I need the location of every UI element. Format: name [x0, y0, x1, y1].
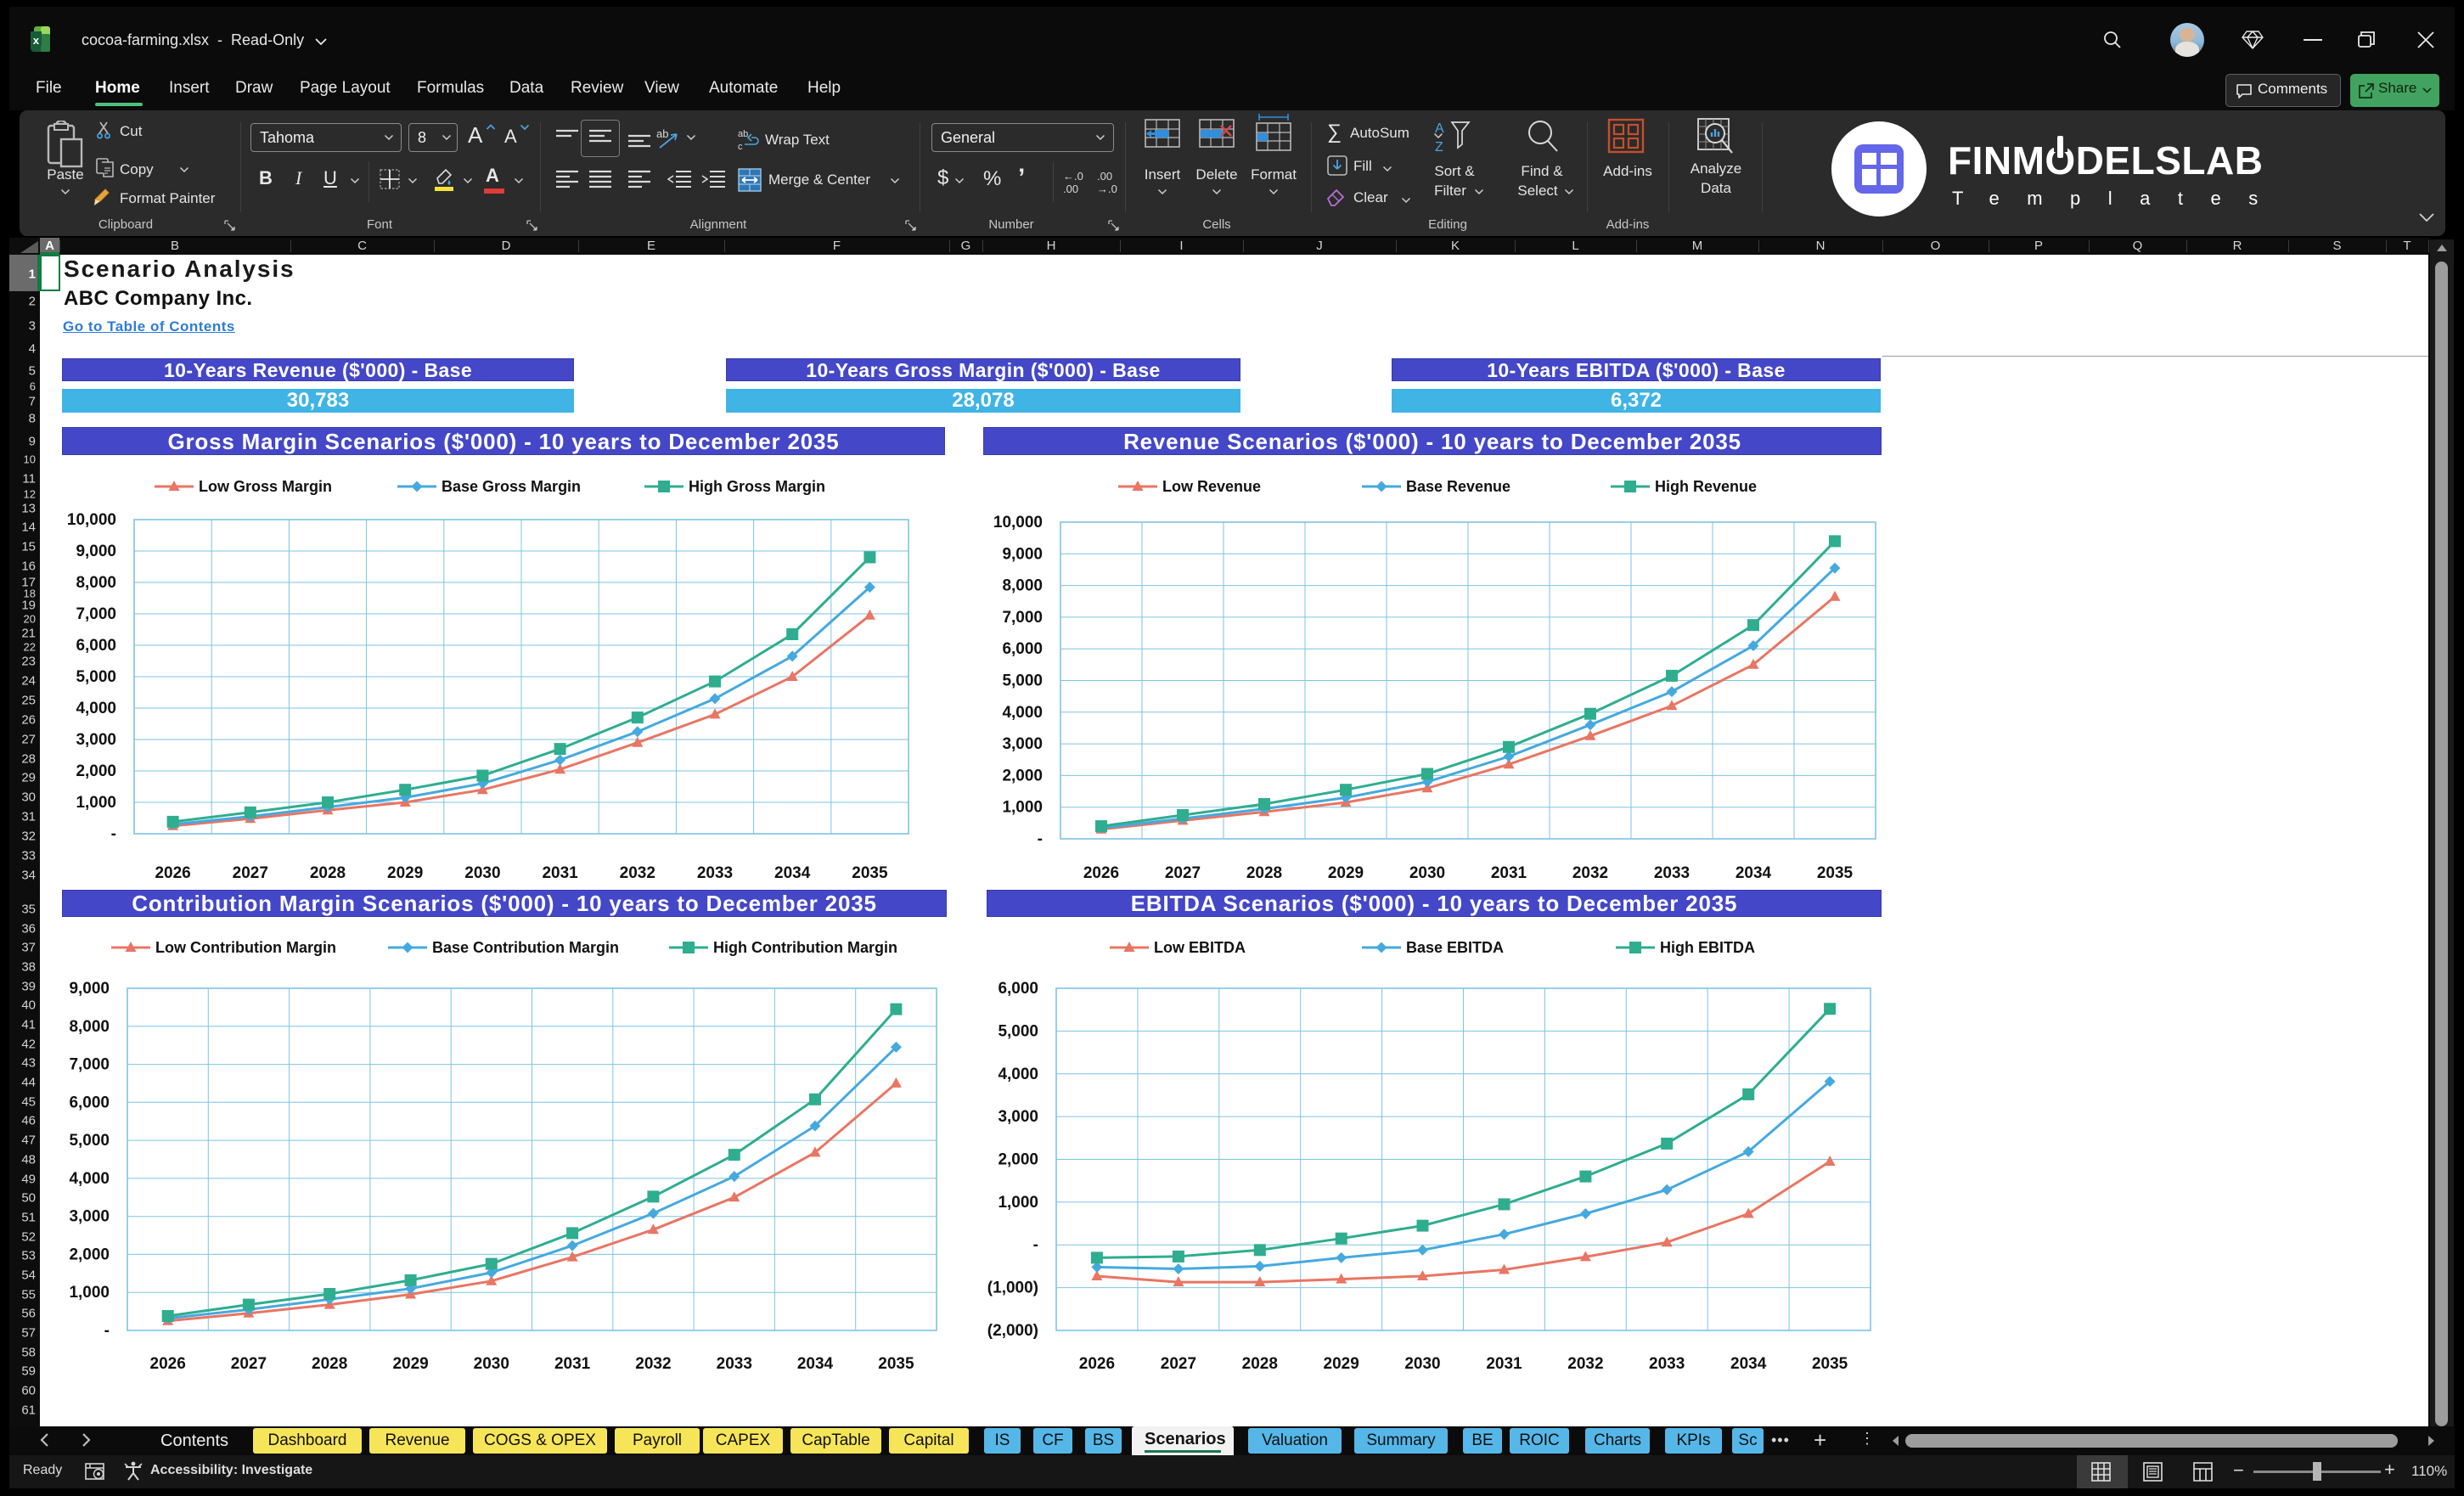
- svg-text:Base EBITDA: Base EBITDA: [1406, 939, 1504, 956]
- svg-text:Base Gross Margin: Base Gross Margin: [442, 478, 581, 495]
- svg-text:2035: 2035: [878, 1355, 914, 1373]
- svg-text:-: -: [104, 1322, 110, 1340]
- svg-text:5,000: 5,000: [69, 1132, 110, 1150]
- svg-text:Base Contribution Margin: Base Contribution Margin: [432, 939, 619, 956]
- svg-text:6,000: 6,000: [998, 980, 1038, 998]
- svg-text:2033: 2033: [1649, 1355, 1685, 1373]
- svg-text:-: -: [1038, 830, 1043, 848]
- svg-text:2031: 2031: [554, 1355, 591, 1373]
- svg-text:(2,000): (2,000): [987, 1322, 1038, 1340]
- svg-text:5,000: 5,000: [998, 1022, 1038, 1040]
- svg-text:2029: 2029: [392, 1355, 428, 1373]
- svg-text:2034: 2034: [1735, 864, 1772, 882]
- svg-text:4,000: 4,000: [76, 700, 116, 717]
- svg-text:9,000: 9,000: [76, 543, 116, 560]
- svg-text:2033: 2033: [697, 864, 733, 882]
- svg-text:2028: 2028: [310, 864, 346, 882]
- svg-text:ab: ab: [656, 127, 668, 140]
- svg-text:3,000: 3,000: [69, 1208, 110, 1226]
- svg-text:Low Revenue: Low Revenue: [1162, 478, 1261, 495]
- svg-text:High Contribution Margin: High Contribution Margin: [713, 939, 897, 956]
- svg-text:2029: 2029: [1328, 864, 1364, 882]
- svg-text:2033: 2033: [1654, 864, 1690, 882]
- svg-text:2,000: 2,000: [69, 1246, 110, 1263]
- svg-text:2034: 2034: [1730, 1355, 1767, 1373]
- svg-text:2027: 2027: [1165, 864, 1201, 882]
- svg-text:2,000: 2,000: [1002, 767, 1043, 785]
- svg-text:-: -: [1033, 1236, 1038, 1254]
- svg-text:2032: 2032: [620, 864, 655, 882]
- svg-text:2026: 2026: [1079, 1355, 1115, 1373]
- svg-text:c: c: [738, 142, 743, 151]
- svg-text:2026: 2026: [1083, 864, 1119, 882]
- svg-text:8,000: 8,000: [69, 1018, 110, 1036]
- svg-text:2034: 2034: [774, 864, 811, 882]
- svg-text:7,000: 7,000: [76, 605, 116, 623]
- svg-text:2031: 2031: [1486, 1355, 1522, 1373]
- svg-text:9,000: 9,000: [69, 980, 110, 998]
- svg-text:3,000: 3,000: [1002, 735, 1043, 753]
- svg-text:2031: 2031: [542, 864, 578, 882]
- svg-text:2032: 2032: [635, 1355, 671, 1373]
- svg-text:8,000: 8,000: [76, 574, 116, 592]
- svg-text:2032: 2032: [1567, 1355, 1603, 1373]
- svg-text:2027: 2027: [233, 864, 268, 882]
- svg-text:2032: 2032: [1572, 864, 1608, 882]
- svg-text:2028: 2028: [1246, 864, 1282, 882]
- svg-text:-: -: [111, 825, 116, 843]
- svg-text:1,000: 1,000: [69, 1284, 110, 1302]
- svg-text:5,000: 5,000: [1002, 672, 1043, 690]
- svg-text:Z: Z: [1435, 140, 1443, 155]
- svg-text:6,000: 6,000: [1002, 640, 1043, 658]
- svg-text:1,000: 1,000: [1002, 799, 1043, 817]
- svg-text:2035: 2035: [852, 864, 888, 882]
- svg-text:High Revenue: High Revenue: [1655, 478, 1757, 495]
- svg-text:(1,000): (1,000): [987, 1279, 1038, 1297]
- svg-text:2027: 2027: [231, 1355, 267, 1373]
- svg-text:ab: ab: [738, 129, 748, 139]
- svg-text:High Gross Margin: High Gross Margin: [689, 478, 825, 495]
- svg-text:2028: 2028: [312, 1355, 347, 1373]
- svg-text:8,000: 8,000: [1002, 577, 1043, 595]
- svg-text:6,000: 6,000: [76, 637, 116, 655]
- svg-text:A: A: [1435, 121, 1444, 136]
- svg-text:2029: 2029: [387, 864, 423, 882]
- svg-text:2030: 2030: [474, 1355, 509, 1373]
- svg-text:4,000: 4,000: [1002, 704, 1043, 722]
- svg-text:2029: 2029: [1324, 1355, 1359, 1373]
- svg-text:Low EBITDA: Low EBITDA: [1154, 939, 1246, 956]
- svg-text:3,000: 3,000: [998, 1108, 1038, 1126]
- svg-text:2031: 2031: [1491, 864, 1527, 882]
- svg-text:2028: 2028: [1242, 1355, 1278, 1373]
- svg-text:2030: 2030: [1409, 864, 1445, 882]
- svg-text:10,000: 10,000: [993, 514, 1043, 531]
- svg-text:4,000: 4,000: [998, 1066, 1038, 1083]
- svg-text:2,000: 2,000: [76, 762, 116, 780]
- svg-text:6,000: 6,000: [69, 1094, 110, 1111]
- svg-text:3,000: 3,000: [76, 731, 116, 749]
- svg-text:2026: 2026: [150, 1355, 186, 1373]
- svg-text:2,000: 2,000: [998, 1151, 1038, 1169]
- svg-text:10,000: 10,000: [67, 511, 116, 529]
- svg-text:Low Gross Margin: Low Gross Margin: [199, 478, 332, 495]
- svg-text:x: x: [33, 34, 40, 47]
- svg-text:9,000: 9,000: [1002, 545, 1043, 563]
- svg-text:4,000: 4,000: [69, 1170, 110, 1188]
- svg-text:Low Contribution Margin: Low Contribution Margin: [155, 939, 336, 956]
- svg-text:2034: 2034: [797, 1355, 834, 1373]
- svg-text:2030: 2030: [464, 864, 500, 882]
- svg-text:2030: 2030: [1404, 1355, 1440, 1373]
- svg-text:1,000: 1,000: [76, 794, 116, 812]
- svg-text:1,000: 1,000: [998, 1194, 1038, 1212]
- svg-text:7,000: 7,000: [69, 1056, 110, 1074]
- svg-text:2027: 2027: [1161, 1355, 1196, 1373]
- svg-text:2035: 2035: [1812, 1355, 1848, 1373]
- svg-text:7,000: 7,000: [1002, 609, 1043, 627]
- svg-text:2035: 2035: [1817, 864, 1854, 882]
- svg-text:High EBITDA: High EBITDA: [1660, 939, 1755, 956]
- svg-text:5,000: 5,000: [76, 668, 116, 686]
- svg-text:2033: 2033: [717, 1355, 752, 1373]
- svg-text:2026: 2026: [155, 864, 190, 882]
- svg-text:Base Revenue: Base Revenue: [1406, 478, 1510, 495]
